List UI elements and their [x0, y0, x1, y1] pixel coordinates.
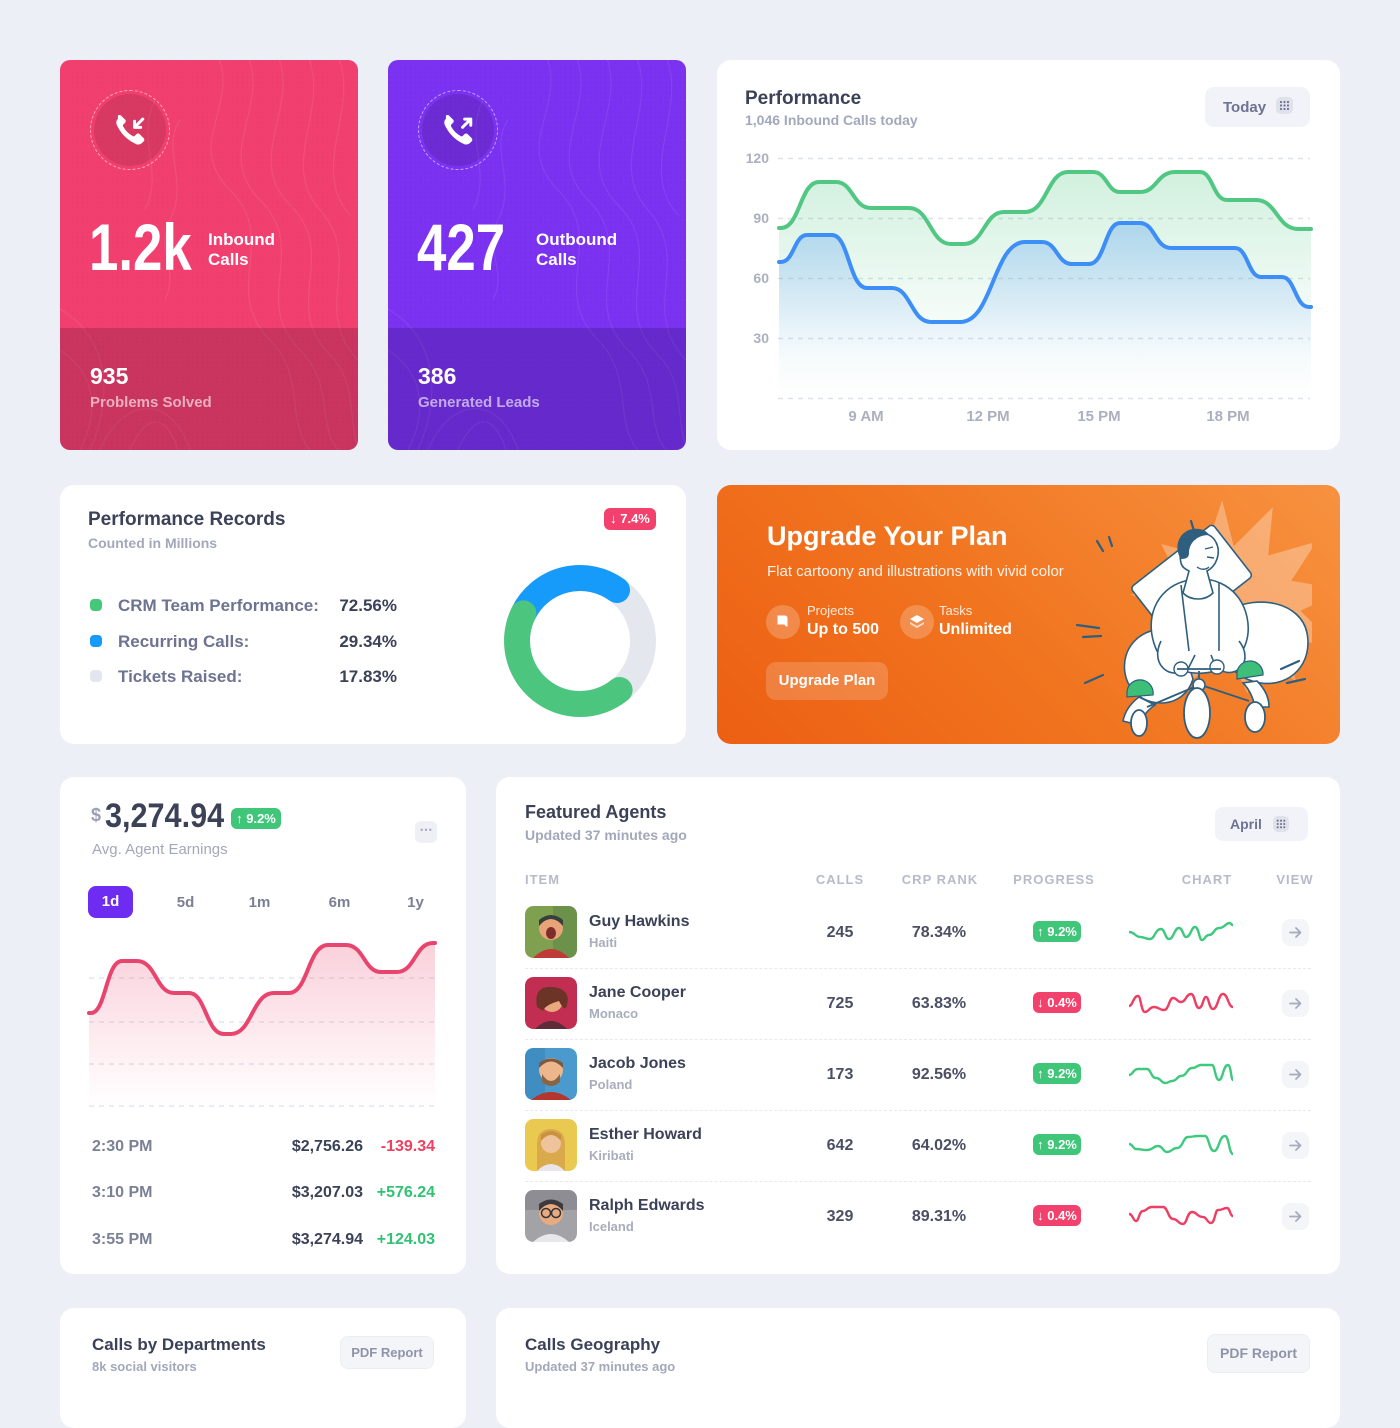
- svg-text:60: 60: [753, 270, 769, 286]
- svg-text:120: 120: [746, 150, 770, 166]
- svg-text:30: 30: [753, 330, 769, 346]
- svg-text:15 PM: 15 PM: [1077, 408, 1120, 425]
- svg-text:90: 90: [753, 210, 769, 226]
- svg-text:9 AM: 9 AM: [848, 408, 883, 425]
- svg-text:18 PM: 18 PM: [1206, 408, 1249, 425]
- svg-text:12 PM: 12 PM: [966, 408, 1009, 425]
